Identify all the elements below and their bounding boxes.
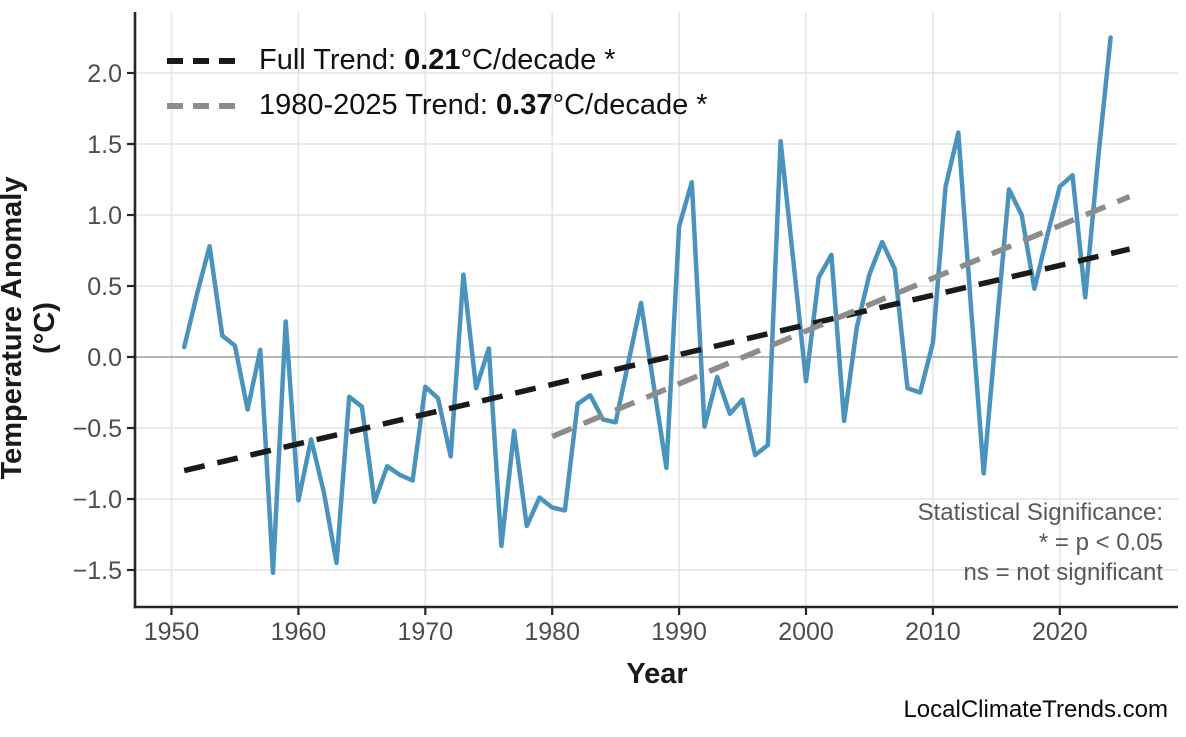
significance-note-line2: * = p < 0.05 [1038,529,1163,556]
legend-row-1980-2025-trend: 1980-2025 Trend: 0.37°C/decade * [167,83,708,128]
recent-trend-label: 1980-2025 Trend: 0.37°C/decade * [259,89,708,121]
y-tick-label-2: 2.0 [87,60,122,88]
watermark: LocalClimateTrends.com [903,696,1168,723]
recent-trend-dash-swatch [167,102,235,109]
y-tick-label-1.5: 1.5 [87,131,122,159]
y-tick-label-0.5: 0.5 [87,273,122,301]
y-tick-label-1: 1.0 [87,202,122,230]
significance-note: Statistical Significance: * = p < 0.05 n… [918,498,1163,588]
x-axis-title: Year [626,658,688,690]
x-tick-label-2010: 2010 [905,618,961,646]
y-axis-title: Temperature Anomaly (°C) [0,176,61,480]
significance-note-title: Statistical Significance: [917,499,1163,526]
x-tick-label-1960: 1960 [271,618,327,646]
legend-row-full-trend: Full Trend: 0.21°C/decade * [167,38,708,83]
full-trend-line [183,246,1131,474]
significance-note-line3: ns = not significant [963,559,1163,586]
x-tick-label-2000: 2000 [778,618,834,646]
trend-line-1980-2025 [551,194,1131,440]
x-tick-label-1950: 1950 [144,618,200,646]
y-tick-label--1.5: −1.5 [73,557,122,585]
y-tick-label--0.5: −0.5 [73,415,122,443]
legend: Full Trend: 0.21°C/decade * 1980-2025 Tr… [167,38,708,128]
x-tick-label-1970: 1970 [397,618,453,646]
temperature-anomaly-line [181,35,1113,576]
full-trend-label: Full Trend: 0.21°C/decade * [259,44,616,76]
x-tick-label-1980: 1980 [524,618,580,646]
y-tick-label--1: −1.0 [73,486,122,514]
x-tick-label-1990: 1990 [651,618,707,646]
full-trend-dash-swatch [167,57,235,64]
y-tick-label-0: 0.0 [87,344,122,372]
x-tick-label-2020: 2020 [1032,618,1088,646]
